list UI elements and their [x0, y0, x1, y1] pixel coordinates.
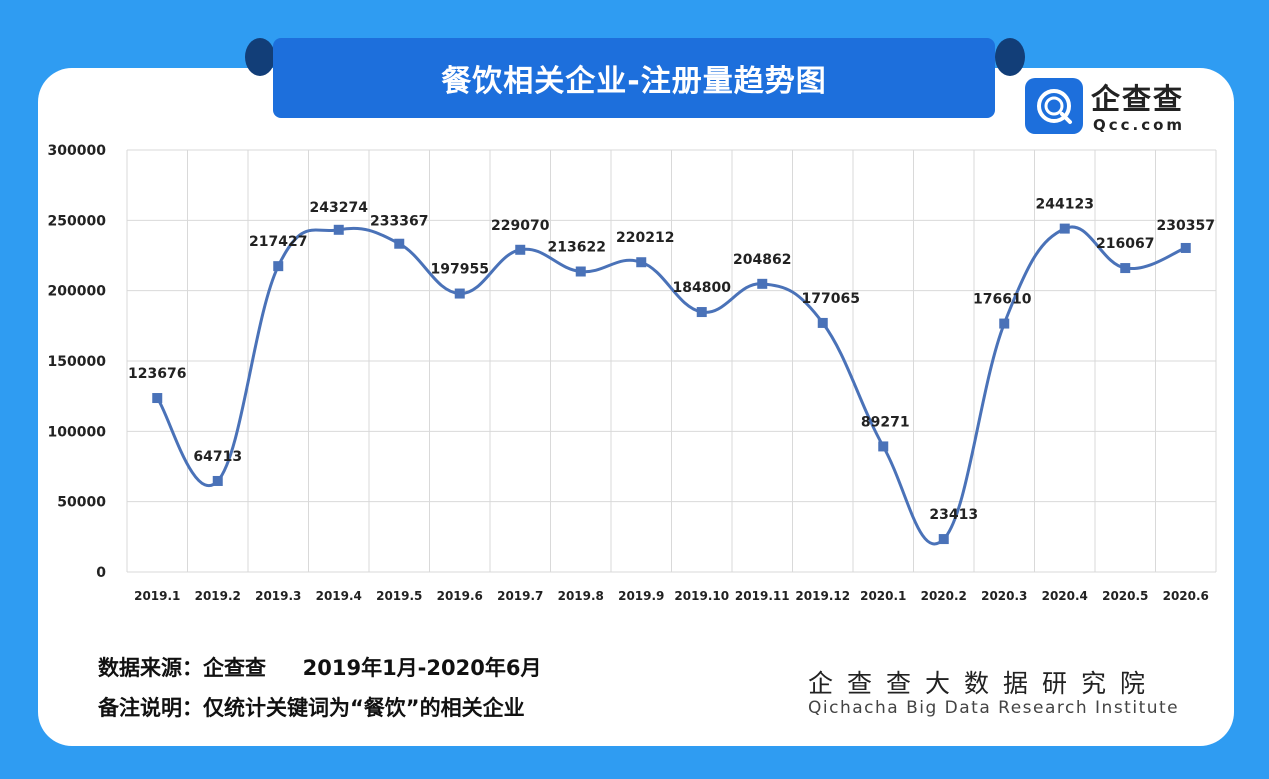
chart-title: 餐饮相关企业-注册量趋势图 — [273, 38, 995, 118]
data-label: 177065 — [802, 291, 860, 307]
x-tick-label: 2020.6 — [1163, 589, 1209, 603]
brand-domain: Qcc.com — [1093, 116, 1186, 134]
title-tab-left-ear — [245, 38, 275, 76]
data-label: 197955 — [431, 262, 489, 278]
x-tick-label: 2019.1 — [134, 589, 180, 603]
data-source-label: 数据来源：企查查 — [98, 656, 266, 680]
data-label: 216067 — [1096, 236, 1154, 252]
data-label: 244123 — [1036, 197, 1094, 213]
x-tick-label: 2019.2 — [195, 589, 241, 603]
data-label: 64713 — [193, 449, 242, 465]
y-tick-label: 300000 — [48, 143, 107, 159]
x-tick-label: 2020.1 — [860, 589, 906, 603]
data-label: 123676 — [128, 366, 186, 382]
data-label: 23413 — [929, 507, 978, 523]
x-tick-label: 2020.5 — [1102, 589, 1148, 603]
brand-name: 企查查 — [1091, 82, 1185, 116]
institute-name-en: Qichacha Big Data Research Institute — [808, 698, 1180, 718]
data-label: 204862 — [733, 252, 791, 268]
data-point — [1120, 263, 1131, 274]
x-tick-label: 2020.2 — [921, 589, 967, 603]
data-source: 数据来源：企查查 2019年1月-2020年6月 — [98, 652, 541, 682]
data-point — [394, 238, 405, 249]
data-point — [152, 393, 163, 404]
x-tick-label: 2019.7 — [497, 589, 543, 603]
data-point — [696, 307, 707, 318]
x-tick-label: 2019.12 — [795, 589, 850, 603]
x-tick-label: 2019.6 — [437, 589, 483, 603]
y-tick-label: 250000 — [48, 213, 107, 229]
y-tick-label: 0 — [96, 565, 106, 581]
x-tick-label: 2019.10 — [674, 589, 729, 603]
data-label: 176610 — [973, 292, 1032, 308]
title-tab-right-ear — [995, 38, 1025, 76]
footnote: 备注说明：仅统计关键词为“餐饮”的相关企业 — [98, 696, 525, 720]
data-point — [575, 266, 586, 277]
x-tick-label: 2019.8 — [558, 589, 604, 603]
data-point — [817, 317, 828, 328]
x-tick-label: 2019.5 — [376, 589, 422, 603]
data-point — [1180, 242, 1191, 253]
data-point — [1059, 223, 1070, 234]
data-label: 89271 — [861, 414, 910, 430]
brand-block: 企查查 Qcc.com — [1025, 78, 1200, 136]
x-tick-label: 2020.4 — [1042, 589, 1088, 603]
data-label: 217427 — [249, 234, 307, 250]
data-label: 213622 — [548, 240, 606, 256]
y-tick-label: 50000 — [57, 495, 106, 511]
data-point — [999, 318, 1010, 329]
x-tick-label: 2019.9 — [618, 589, 664, 603]
data-point — [636, 257, 647, 268]
data-source-period: 2019年1月-2020年6月 — [302, 656, 542, 680]
data-point — [454, 288, 465, 299]
data-point — [938, 534, 949, 545]
data-point — [878, 441, 889, 452]
data-label: 243274 — [310, 200, 369, 216]
data-point — [515, 244, 526, 255]
y-tick-label: 200000 — [48, 284, 107, 300]
data-point — [333, 224, 344, 235]
y-tick-label: 150000 — [48, 354, 107, 370]
institute-name-cn: 企查查大数据研究院 — [808, 669, 1160, 698]
data-point — [273, 261, 284, 272]
y-tick-label: 100000 — [48, 424, 107, 440]
x-tick-label: 2020.3 — [981, 589, 1027, 603]
brand-logo-icon — [1025, 78, 1083, 134]
data-label: 220212 — [616, 230, 674, 246]
data-label: 184800 — [673, 280, 732, 296]
x-tick-label: 2019.11 — [735, 589, 790, 603]
data-label: 233367 — [370, 214, 428, 230]
data-label: 229070 — [491, 218, 550, 234]
x-tick-label: 2019.3 — [255, 589, 301, 603]
data-label: 230357 — [1157, 218, 1215, 234]
x-tick-label: 2019.4 — [316, 589, 362, 603]
data-point — [757, 278, 768, 289]
data-point — [212, 475, 223, 486]
